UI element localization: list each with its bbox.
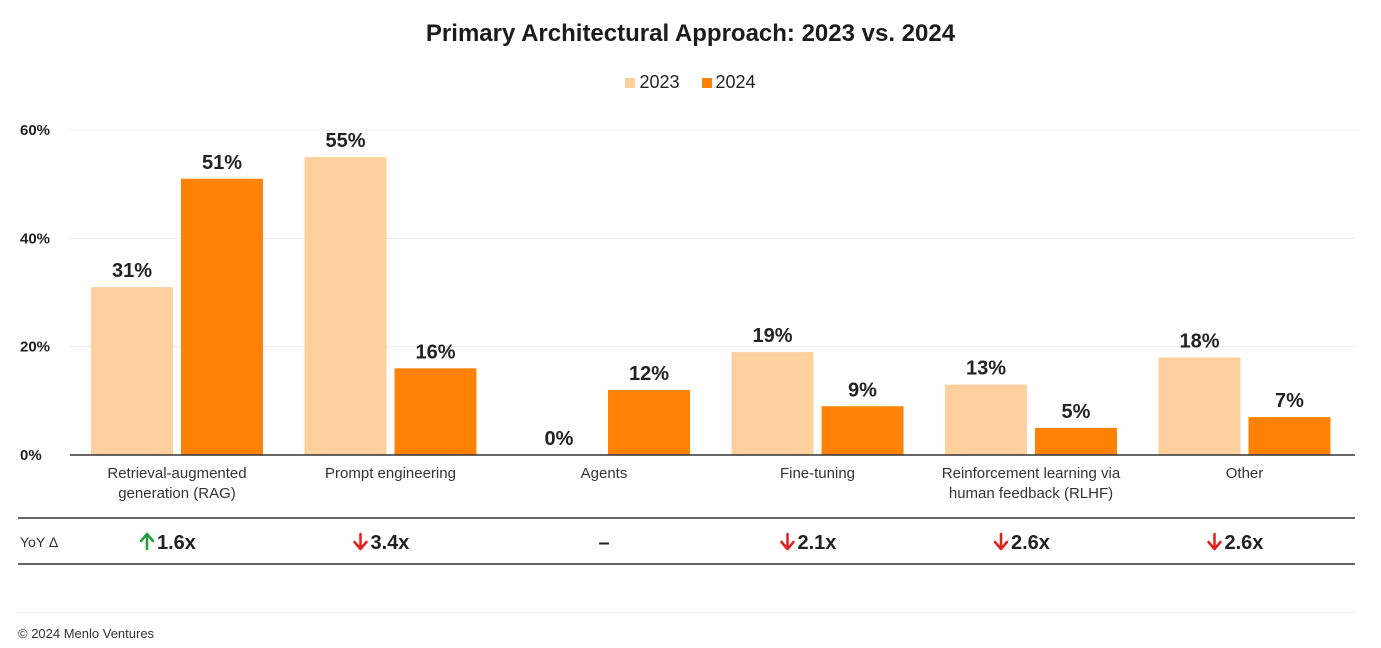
- y-tick-label: 40%: [20, 230, 50, 247]
- category-label: Fine-tuning: [780, 465, 855, 482]
- arrow-down-icon: [780, 532, 795, 551]
- yoy-value: 1.6x: [157, 532, 196, 554]
- arrow-down-icon: [353, 532, 368, 551]
- bar-2024-4: [1035, 427, 1117, 455]
- bar-2023-3: [731, 352, 814, 455]
- data-label-2023-2: 0%: [545, 428, 574, 450]
- data-label-2023-1: 55%: [325, 130, 365, 152]
- bar-chart: 0% 20% 40% 60% 31% 51% Retrieval-augmented gene…: [18, 122, 1355, 565]
- category-label: Reinforcement learning via: [942, 465, 1121, 482]
- footer-copyright: © 2024 Menlo Ventures: [18, 626, 155, 641]
- yoy-value: 2.6x: [1011, 532, 1050, 554]
- data-label-2023-3: 19%: [752, 325, 792, 347]
- category-label: Agents: [581, 465, 628, 482]
- bar-2023-5: [1158, 357, 1241, 455]
- data-label-2024-1: 16%: [415, 341, 455, 363]
- chart-title: Primary Architectural Approach: 2023 vs.…: [425, 20, 956, 47]
- category-label: Retrieval-augmented: [107, 465, 246, 482]
- data-label-2024-4: 5%: [1062, 401, 1091, 423]
- yoy-value: 3.4x: [371, 532, 410, 554]
- data-label-2023-5: 18%: [1179, 331, 1219, 353]
- category-label: generation (RAG): [118, 485, 236, 502]
- bar-2023-4: [945, 384, 1027, 455]
- bar-2024-1: [394, 368, 477, 455]
- bar-2024-2: [608, 390, 690, 455]
- legend: 2023 2024: [0, 72, 1381, 93]
- bar-2023-1: [304, 157, 387, 456]
- arrow-down-icon: [1207, 532, 1222, 551]
- bar-2024-5: [1248, 417, 1331, 455]
- bar-2024-0: [181, 178, 263, 455]
- y-tick-label: 0%: [20, 447, 42, 464]
- data-label-2024-2: 12%: [629, 363, 669, 385]
- category-label: Prompt engineering: [325, 465, 456, 482]
- category-label: human feedback (RLHF): [949, 485, 1113, 502]
- bar-2024-3: [821, 406, 904, 455]
- y-tick-label: 60%: [20, 122, 50, 139]
- data-label-2024-0: 51%: [202, 152, 242, 174]
- y-tick-label: 20%: [20, 339, 50, 356]
- data-label-2024-3: 9%: [848, 379, 877, 401]
- category-label: Other: [1226, 465, 1264, 482]
- bar-2023-0: [91, 287, 173, 455]
- yoy-value: 2.6x: [1225, 532, 1264, 554]
- legend-item-2024: 2024: [701, 72, 756, 93]
- yoy-value: –: [598, 532, 609, 554]
- yoy-row-label: YoY Δ: [20, 534, 58, 550]
- arrow-down-icon: [993, 532, 1009, 551]
- data-label-2024-5: 7%: [1275, 390, 1304, 412]
- yoy-value: 2.1x: [798, 532, 837, 554]
- arrow-up-icon: [139, 532, 155, 551]
- legend-label-2023: 2023: [639, 72, 680, 92]
- footer-divider: [18, 612, 1355, 613]
- data-label-2023-4: 13%: [966, 358, 1006, 380]
- legend-label-2024: 2024: [715, 72, 756, 92]
- legend-swatch-2023: [625, 77, 636, 88]
- data-label-2023-0: 31%: [112, 260, 152, 282]
- legend-item-2023: 2023: [625, 72, 680, 93]
- legend-swatch-2024: [701, 77, 712, 88]
